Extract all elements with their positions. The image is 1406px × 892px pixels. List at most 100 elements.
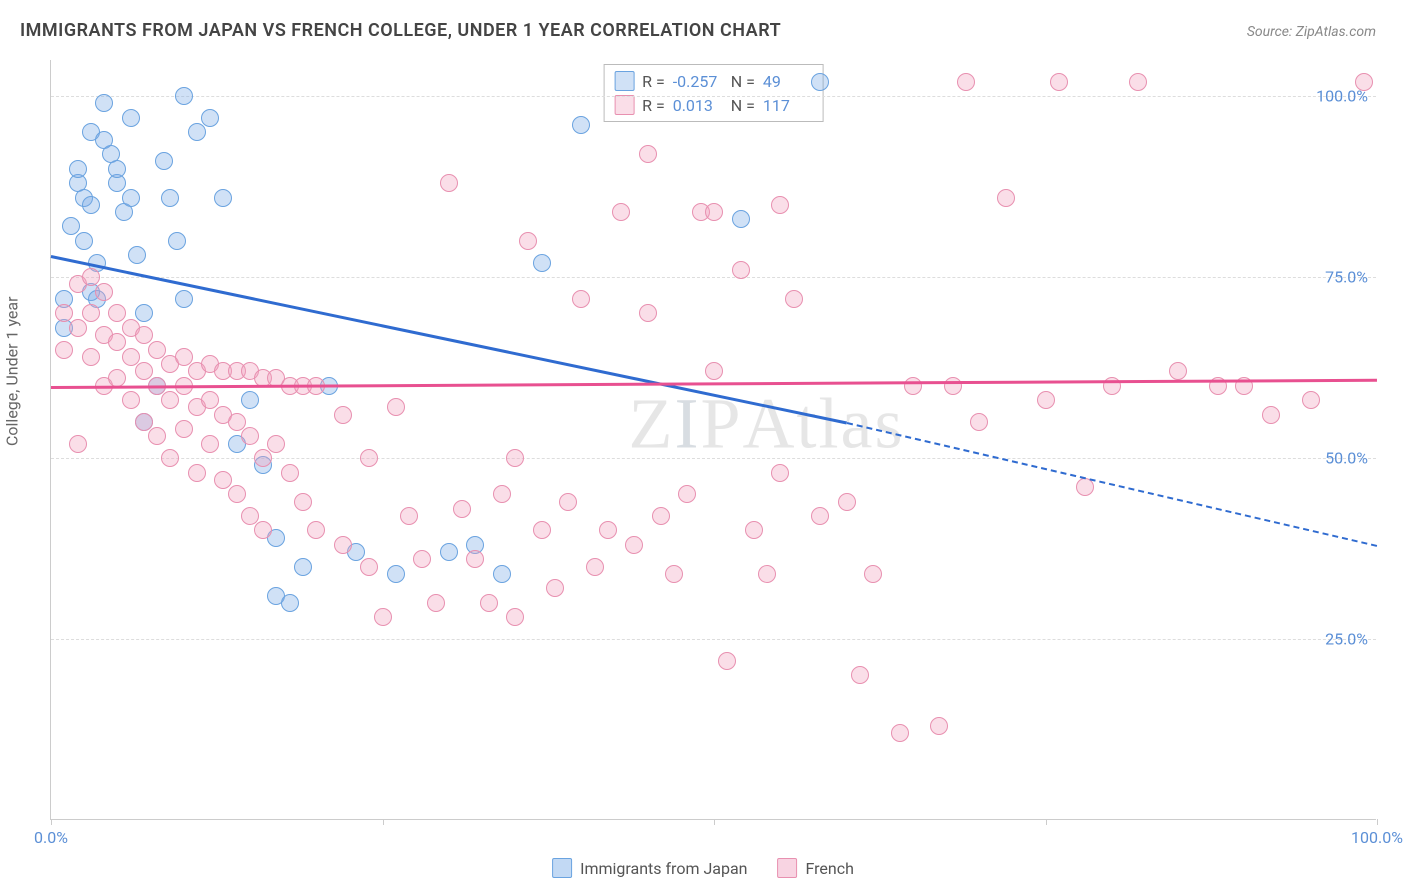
data-point xyxy=(294,558,312,576)
gridline xyxy=(51,96,1376,97)
x-tick-label: 0.0% xyxy=(34,828,68,847)
bottom-legend-item: Immigrants from Japan xyxy=(552,858,747,878)
data-point xyxy=(970,413,988,431)
bottom-legend: Immigrants from Japan French xyxy=(552,858,854,878)
data-point xyxy=(82,268,100,286)
source-label: Source: xyxy=(1247,24,1292,40)
data-point xyxy=(374,608,392,626)
data-point xyxy=(201,391,219,409)
data-point xyxy=(851,666,869,684)
data-point xyxy=(95,94,113,112)
data-point xyxy=(758,565,776,583)
y-tick-label: 25.0% xyxy=(1325,630,1368,649)
data-point xyxy=(453,500,471,518)
data-point xyxy=(612,203,630,221)
legend-label: Immigrants from Japan xyxy=(580,859,747,878)
correlation-legend: R =-0.257N =49R =0.013N =117 xyxy=(603,64,824,122)
data-point xyxy=(533,521,551,539)
data-point xyxy=(785,290,803,308)
data-point xyxy=(122,391,140,409)
legend-r-value: -0.257 xyxy=(673,72,723,91)
data-point xyxy=(148,427,166,445)
data-point xyxy=(1262,406,1280,424)
trend-line-extrapolated xyxy=(846,422,1377,547)
legend-swatch xyxy=(777,858,797,878)
data-point xyxy=(201,435,219,453)
data-point xyxy=(506,608,524,626)
data-point xyxy=(135,326,153,344)
data-point xyxy=(387,398,405,416)
data-point xyxy=(745,521,763,539)
legend-swatch xyxy=(614,71,634,91)
data-point xyxy=(188,123,206,141)
data-point xyxy=(82,348,100,366)
data-point xyxy=(228,485,246,503)
x-tick-label: 100.0% xyxy=(1351,828,1403,847)
data-point xyxy=(413,550,431,568)
data-point xyxy=(161,391,179,409)
data-point xyxy=(175,420,193,438)
data-point xyxy=(135,413,153,431)
data-point xyxy=(360,449,378,467)
data-point xyxy=(944,377,962,395)
data-point xyxy=(69,319,87,337)
data-point xyxy=(82,196,100,214)
legend-r-label: R = xyxy=(642,96,665,115)
data-point xyxy=(201,109,219,127)
x-tick xyxy=(51,819,52,825)
data-point xyxy=(387,565,405,583)
data-point xyxy=(1129,73,1147,91)
x-tick xyxy=(1377,819,1378,825)
data-point xyxy=(281,594,299,612)
data-point xyxy=(241,391,259,409)
data-point xyxy=(771,196,789,214)
watermark: ZIPAtlas xyxy=(629,383,905,466)
data-point xyxy=(625,536,643,554)
data-point xyxy=(62,217,80,235)
data-point xyxy=(811,73,829,91)
data-point xyxy=(148,341,166,359)
data-point xyxy=(135,304,153,322)
data-point xyxy=(519,232,537,250)
data-point xyxy=(997,189,1015,207)
bottom-legend-item: French xyxy=(777,858,853,878)
data-point xyxy=(214,189,232,207)
data-point xyxy=(639,145,657,163)
data-point xyxy=(811,507,829,525)
data-point xyxy=(572,290,590,308)
data-point xyxy=(155,152,173,170)
legend-n-label: N = xyxy=(731,72,755,91)
data-point xyxy=(652,507,670,525)
plot-area: ZIPAtlas R =-0.257N =49R =0.013N =117 25… xyxy=(50,60,1376,820)
data-point xyxy=(175,290,193,308)
x-tick xyxy=(383,819,384,825)
data-point xyxy=(838,493,856,511)
data-point xyxy=(599,521,617,539)
legend-n-value: 49 xyxy=(763,72,813,91)
data-point xyxy=(241,507,259,525)
chart-title: IMMIGRANTS FROM JAPAN VS FRENCH COLLEGE,… xyxy=(20,20,781,41)
legend-r-value: 0.013 xyxy=(673,96,723,115)
data-point xyxy=(586,558,604,576)
x-tick xyxy=(714,819,715,825)
legend-swatch xyxy=(552,858,572,878)
data-point xyxy=(1037,391,1055,409)
data-point xyxy=(705,362,723,380)
data-point xyxy=(705,203,723,221)
gridline xyxy=(51,458,1376,459)
data-point xyxy=(175,348,193,366)
source-value: ZipAtlas.com xyxy=(1296,24,1376,40)
data-point xyxy=(1050,73,1068,91)
source-attribution: Source: ZipAtlas.com xyxy=(1247,24,1376,40)
data-point xyxy=(732,261,750,279)
data-point xyxy=(360,558,378,576)
legend-n-value: 117 xyxy=(763,96,813,115)
data-point xyxy=(904,377,922,395)
data-point xyxy=(334,406,352,424)
data-point xyxy=(506,449,524,467)
data-point xyxy=(161,189,179,207)
data-point xyxy=(1355,73,1373,91)
data-point xyxy=(267,435,285,453)
legend-r-label: R = xyxy=(642,72,665,91)
data-point xyxy=(122,109,140,127)
